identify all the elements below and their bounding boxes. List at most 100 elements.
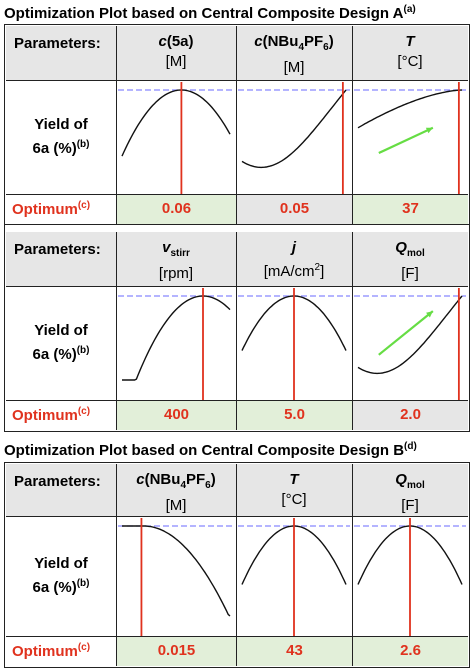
optimum-text: Optimum — [12, 201, 78, 218]
yield-sup: (b) — [76, 578, 90, 589]
plot-panel — [116, 516, 236, 636]
optimum-label: Optimum(c) — [12, 406, 90, 424]
trend-arrow-head — [425, 127, 433, 134]
parameters-label: Parameters: — [14, 35, 101, 52]
response-curve — [122, 90, 230, 156]
param-symbol: c — [254, 33, 263, 50]
optimum-text: Optimum — [12, 643, 78, 660]
response-curve — [358, 296, 462, 373]
param-unit: [M] — [165, 53, 187, 70]
yield-line2: 6a (%)(b) — [32, 578, 90, 596]
param-unit: [rpm] — [158, 265, 194, 282]
optimum-sup: (c) — [77, 406, 91, 417]
param-header: Qmol [F] — [352, 470, 468, 516]
param-symbol: v — [162, 239, 171, 256]
yield-sup: (b) — [76, 345, 90, 356]
trend-arrow-shaft — [379, 311, 433, 355]
param-symbol: T — [289, 471, 299, 488]
param-header: c(5a) [M] — [116, 32, 236, 72]
column-divider — [352, 464, 353, 666]
param-name: Qmol — [395, 471, 425, 491]
column-divider — [236, 26, 237, 224]
param-header: T [°C] — [352, 32, 468, 72]
plot-panel — [352, 516, 468, 636]
param-header: vstirr [rpm] — [116, 238, 236, 284]
column-divider — [116, 464, 117, 666]
optimum-sup: (c) — [77, 200, 91, 211]
param-unit: [F] — [401, 265, 419, 282]
optimum-label: Optimum(c) — [12, 642, 90, 660]
trend-arrow-shaft — [379, 128, 433, 153]
optimum-text: Optimum — [12, 407, 78, 424]
trend-arrow-head — [426, 311, 433, 318]
param-symbol: Q — [395, 471, 407, 488]
optimum-value: 37 — [353, 195, 468, 224]
param-header: T [°C] — [236, 470, 352, 510]
yield-line2: 6a (%)(b) — [32, 139, 90, 157]
column-divider — [116, 232, 117, 430]
block-divider — [4, 224, 470, 225]
param-name: j — [236, 238, 352, 258]
panel-design-a — [4, 24, 470, 432]
column-divider — [352, 26, 353, 224]
param-symbol: j — [291, 239, 297, 256]
param-name: vstirr — [162, 239, 190, 259]
parameters-label: Parameters: — [14, 241, 101, 258]
yield-line1: Yield of — [34, 322, 88, 339]
column-divider — [236, 464, 237, 666]
param-unit: [F] — [401, 497, 419, 514]
title-design-b: Optimization Plot based on Central Compo… — [4, 441, 417, 459]
header-strip — [6, 232, 468, 286]
param-name: Qmol — [395, 239, 425, 259]
optimum-value: 2.0 — [353, 401, 468, 430]
param-unit: [°C] — [397, 53, 423, 70]
param-name: c(NBu4PF6) — [136, 471, 216, 491]
param-symbol: c — [136, 471, 145, 488]
param-unit: [°C] — [281, 491, 307, 508]
param-header: c(NBu4PF6) [M] — [236, 32, 352, 78]
param-unit: [mA/cm2] — [263, 262, 325, 280]
plot-panel — [236, 286, 352, 400]
plot-panel — [236, 80, 352, 194]
yield-line1: Yield of — [34, 116, 88, 133]
header-strip — [6, 26, 468, 80]
optimum-sup: (c) — [77, 642, 91, 653]
yield-line2: 6a (%)(b) — [32, 345, 90, 363]
param-symbol: Q — [395, 239, 407, 256]
optimum-label: Optimum(c) — [12, 200, 90, 218]
panel-design-b — [4, 462, 470, 668]
header-divider — [6, 80, 468, 81]
optimum-value: 0.05 — [237, 195, 352, 224]
yield-line1: Yield of — [34, 555, 88, 572]
header-divider — [6, 286, 468, 287]
response-curve — [122, 526, 230, 616]
optimum-value: 43 — [237, 637, 352, 666]
optimum-value: 0.015 — [117, 637, 236, 666]
yield-label: Yield of 6a (%)(b) — [6, 115, 116, 159]
title-design-a: Optimization Plot based on Central Compo… — [4, 4, 416, 22]
plot-panel — [116, 286, 236, 400]
response-curve — [242, 90, 346, 167]
column-divider — [236, 232, 237, 430]
optimum-value: 400 — [117, 401, 236, 430]
plot-panel — [116, 80, 236, 194]
optimum-value: 5.0 — [237, 401, 352, 430]
yield-label: Yield of 6a (%)(b) — [6, 554, 116, 598]
column-divider — [352, 232, 353, 430]
plot-panel — [352, 286, 468, 400]
param-unit: [M] — [283, 59, 305, 76]
row-divider — [6, 636, 468, 637]
param-symbol: c — [158, 33, 167, 50]
response-curve — [358, 90, 462, 128]
yield-sup: (b) — [76, 139, 90, 150]
param-header: j [mA/cm2] — [236, 238, 352, 282]
response-curve — [122, 296, 230, 380]
plot-panel — [236, 516, 352, 636]
param-name: T — [352, 32, 468, 52]
header-divider — [6, 516, 468, 517]
param-unit: [M] — [165, 497, 187, 514]
yield-label: Yield of 6a (%)(b) — [6, 321, 116, 365]
optimum-value: 0.06 — [117, 195, 236, 224]
row-divider — [6, 194, 468, 195]
param-name: c(NBu4PF6) — [254, 33, 334, 53]
